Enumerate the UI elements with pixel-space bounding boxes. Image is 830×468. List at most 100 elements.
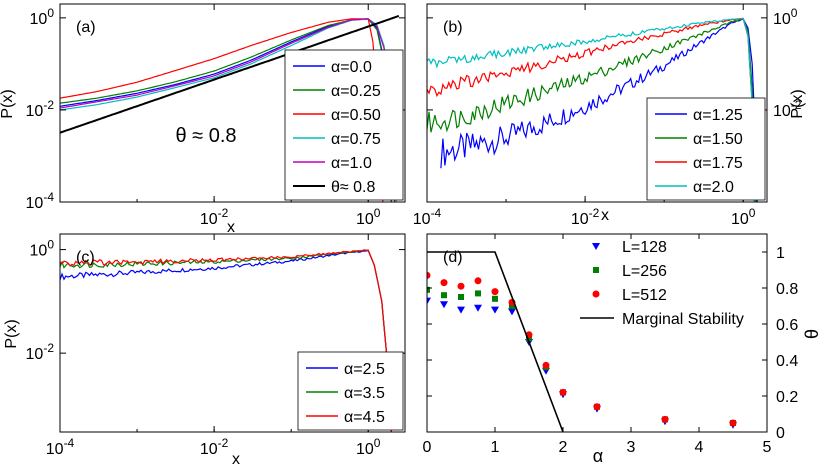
- series-line: [60, 249, 392, 432]
- legend-swatch: [593, 267, 599, 273]
- tick-label: 10-4: [413, 206, 442, 228]
- tick-exponent: -2: [43, 341, 54, 355]
- data-point: [441, 292, 447, 299]
- legend-box: [646, 97, 766, 201]
- plot-area: [60, 15, 400, 202]
- tick-label: 10-4: [26, 190, 55, 212]
- data-point: [508, 308, 516, 316]
- tick-label: 10-2: [26, 341, 55, 363]
- legend-label: α=1.25: [693, 107, 743, 124]
- series-line: [60, 15, 400, 134]
- legend-box: [297, 351, 404, 431]
- tick-base: 10: [773, 103, 791, 120]
- tick-label: 100: [30, 6, 55, 28]
- data-point: [474, 277, 482, 285]
- data-point: [593, 403, 601, 411]
- data-point: [475, 290, 481, 297]
- data-point: [458, 294, 464, 300]
- legend-swatch: [592, 243, 600, 250]
- legend: α=2.5 α=3.5 α=4.5: [297, 351, 404, 431]
- tick-label: 1: [776, 245, 785, 262]
- data-point: [559, 388, 567, 396]
- legend-label: L=128: [622, 239, 667, 256]
- legend-swatch: [592, 290, 600, 298]
- tick-label: 0: [423, 439, 432, 456]
- tick-base: 10: [571, 211, 589, 228]
- panel-label: (c): [76, 249, 95, 266]
- panel-label: (a): [76, 19, 96, 36]
- legend-label: α=0.0: [331, 59, 372, 76]
- legend-label: α=2.5: [344, 361, 385, 378]
- data-point: [661, 415, 669, 423]
- tick-exponent: -4: [64, 436, 75, 450]
- x-axis-label: x: [227, 219, 235, 236]
- tick-label: 10-2: [200, 206, 229, 228]
- tick-label: 0.2: [776, 389, 798, 406]
- tick-exponent: 0: [791, 6, 798, 20]
- plot-frame: [426, 233, 768, 433]
- legend-label: L=256: [622, 263, 667, 280]
- tick-base: 10: [26, 103, 44, 120]
- tick-label: 100: [356, 436, 381, 458]
- tick-base: 10: [356, 441, 374, 458]
- tick-exponent: -4: [43, 190, 54, 204]
- tick-exponent: -2: [791, 98, 802, 112]
- tick-base: 10: [356, 211, 374, 228]
- legend: α=1.25 α=1.50 α=1.75 α=2.0: [646, 97, 766, 201]
- tick-base: 10: [413, 211, 431, 228]
- data-point: [526, 335, 532, 342]
- plot-frame: [59, 233, 406, 433]
- panel-c: 10-4 10-2 10010010-2xP(x)(c)α=2.5α=3.5α=4.…: [3, 233, 406, 468]
- tick-exponent: -2: [218, 206, 229, 220]
- series-line: [427, 18, 755, 202]
- data-point: [427, 271, 431, 279]
- series-line: [427, 18, 757, 202]
- tick-label: 100: [30, 238, 55, 260]
- tick-base: 10: [30, 11, 48, 28]
- legend-label: α=0.75: [331, 131, 381, 148]
- y-axis-label: P(x): [789, 89, 806, 118]
- legend-label: Marginal Stability: [622, 311, 744, 328]
- data-point: [427, 286, 430, 293]
- plot-frame: [426, 3, 768, 203]
- tick-label: 0.4: [776, 353, 798, 370]
- tick-label: 10-2: [26, 98, 55, 120]
- panel-a: 10-2 10010010-210-4xP(x)(a)α=0.0α=0.25α=0…: [0, 3, 406, 236]
- legend: L=128 L=256 L=512 Marginal Stability: [580, 239, 744, 328]
- panel-label: (d): [443, 249, 463, 266]
- plot-area: [427, 17, 758, 202]
- tick-exponent: 0: [374, 436, 381, 450]
- tick-base: 10: [731, 211, 749, 228]
- legend-label: α=1.50: [693, 131, 743, 148]
- tick-exponent: 0: [374, 206, 381, 220]
- tick-base: 10: [773, 11, 791, 28]
- plot-area: [60, 249, 392, 432]
- data-point: [440, 301, 448, 309]
- tick-label: 100: [356, 206, 381, 228]
- tick-exponent: -2: [589, 206, 600, 220]
- y-axis-label: θ: [802, 329, 822, 339]
- tick-exponent: -2: [43, 98, 54, 112]
- tick-exponent: 0: [47, 238, 54, 252]
- legend-label: α=3.5: [344, 385, 385, 402]
- tick-label: 4: [695, 439, 704, 456]
- legend-label: α=2.0: [693, 179, 734, 196]
- tick-label: 100: [773, 6, 798, 28]
- plot-frame: [59, 3, 406, 203]
- legend-label: θ≈ 0.8: [331, 179, 375, 196]
- data-point: [491, 306, 499, 314]
- plot-area: [427, 251, 737, 432]
- legend-label: α=4.5: [344, 409, 385, 426]
- y-axis-label: P(x): [3, 319, 20, 348]
- panel-d: 0 1 2 3 4 500.20.40.60.81αθ(d)L=128L=256L=512…: [423, 233, 822, 466]
- tick-exponent: -4: [431, 206, 442, 220]
- data-point: [440, 279, 448, 287]
- legend-label: α=0.50: [331, 107, 381, 124]
- legend-label: α=0.25: [331, 83, 381, 100]
- series-line: [60, 250, 392, 432]
- x-axis-label: x: [232, 451, 240, 468]
- series-line: [440, 18, 758, 202]
- data-point: [457, 306, 465, 314]
- theta-annotation: θ ≈ 0.8: [175, 125, 236, 147]
